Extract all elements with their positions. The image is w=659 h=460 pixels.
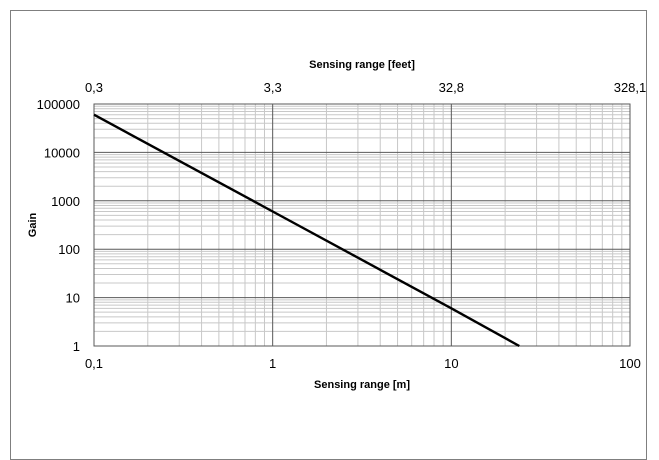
y-tick-label: 10 <box>66 291 80 306</box>
x2-tick-label: 32,8 <box>439 80 464 95</box>
y-tick-label: 1 <box>73 339 80 354</box>
x2-tick-label: 328,1 <box>614 80 647 95</box>
y-tick-label: 10000 <box>44 145 80 160</box>
x-tick-label: 10 <box>444 356 458 371</box>
y-tick-label: 1000 <box>51 194 80 209</box>
grid <box>93 103 631 347</box>
gain-curve <box>93 113 520 348</box>
x-axis-title: Sensing range [m] <box>314 379 410 391</box>
y-axis-title: Gain <box>27 212 39 237</box>
x2-tick-label: 0,3 <box>85 80 103 95</box>
x-tick-label: 100 <box>619 356 641 371</box>
tick-labels: 0,1 1 10 100 0,3 3,3 32,8 328,1 1 10 100 1000 10000 1… <box>37 80 647 371</box>
plot-area-border <box>93 103 631 347</box>
y-tick-label: 100000 <box>37 97 80 112</box>
gain-chart: 0,1 1 10 100 0,3 3,3 32,8 328,1 1 10 100 1000 10000 1… <box>27 59 647 391</box>
series-layer <box>93 113 520 348</box>
x-tick-label: 0,1 <box>85 356 103 371</box>
x2-tick-label: 3,3 <box>264 80 282 95</box>
top-axis-title: Sensing range [feet] <box>309 59 415 71</box>
x-tick-label: 1 <box>269 356 276 371</box>
y-tick-label: 100 <box>58 242 80 257</box>
